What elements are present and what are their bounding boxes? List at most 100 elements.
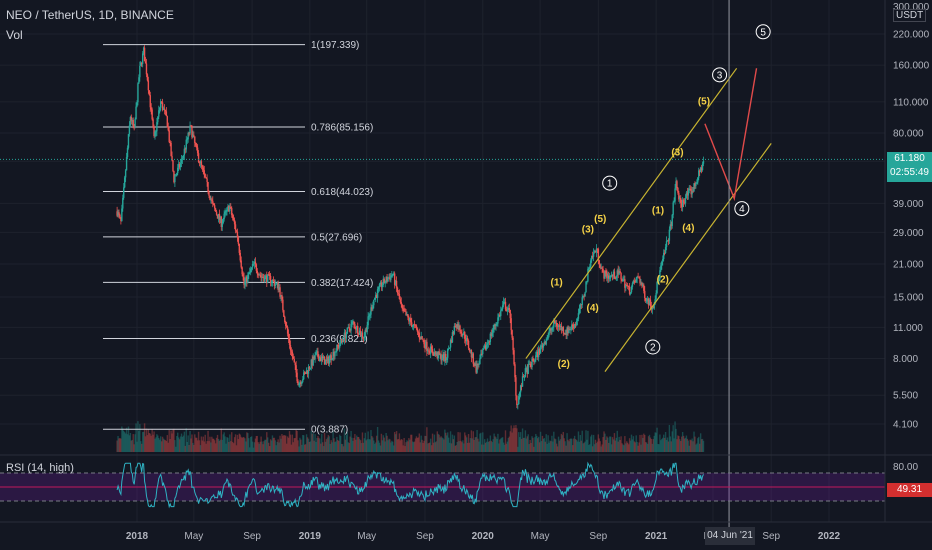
candle-body	[696, 182, 698, 184]
volume-bar	[429, 442, 431, 452]
candle-body	[682, 200, 685, 203]
volume-bar	[511, 432, 513, 452]
volume-bar	[451, 434, 454, 452]
volume-bar	[261, 441, 263, 452]
grid-lines	[0, 0, 885, 522]
volume-bar	[469, 438, 472, 452]
volume-bar	[323, 432, 326, 452]
candle-body	[385, 276, 387, 283]
projection-path	[704, 68, 758, 202]
volume-bar	[651, 443, 654, 452]
candle-body	[686, 192, 689, 196]
candle-body	[166, 116, 169, 128]
volume-bar	[159, 439, 161, 452]
volume-bar	[357, 436, 360, 452]
candle-body	[306, 370, 309, 374]
candle-body	[683, 202, 686, 204]
wave-label: (5)	[698, 96, 710, 107]
volume-bar	[218, 440, 221, 452]
elliott-wave-drawings[interactable]: (1) (2) (3) (4) (5) 1 2 (1) (2) (3) (4) (5) 3 4 5	[525, 0, 772, 527]
candle-body	[608, 275, 610, 279]
candle-body	[160, 101, 163, 103]
candle-body	[202, 167, 205, 171]
candle-body	[178, 163, 181, 168]
candle-body	[183, 148, 186, 156]
candle-body	[346, 327, 348, 334]
candle-body	[440, 353, 442, 361]
candle-body	[375, 295, 378, 298]
candle-body	[452, 332, 455, 334]
volume-bar	[226, 437, 228, 452]
candle-body	[698, 170, 701, 173]
volume-bar	[329, 443, 331, 452]
fibonacci-retracement[interactable]: 1(197.339) 0.786(85.156) 0.618(44.023) 0.5(…	[103, 40, 373, 436]
volume-bar	[265, 439, 267, 452]
candle-body	[214, 208, 217, 212]
candle-body	[701, 163, 704, 171]
candle-body	[238, 243, 241, 253]
volume-bar	[673, 438, 675, 452]
candle-body	[130, 117, 133, 122]
candle-body	[262, 277, 264, 278]
volume-bar	[221, 439, 223, 452]
volume-bar	[189, 430, 191, 452]
volume-bar	[468, 442, 471, 452]
candle-body	[689, 188, 691, 190]
volume-bar	[268, 446, 271, 452]
candle-body	[700, 167, 703, 171]
candle-body	[213, 205, 216, 209]
candle-body	[316, 351, 318, 353]
volume-bar	[552, 441, 554, 452]
volume-bar	[181, 436, 184, 452]
candle-body	[314, 354, 316, 360]
candle-body	[581, 297, 583, 306]
volume-label[interactable]: Vol	[6, 28, 23, 42]
candle-body	[374, 297, 376, 300]
candle-body	[607, 275, 609, 279]
volume-bar	[363, 438, 366, 452]
symbol-title[interactable]: NEO / TetherUS, 1D, BINANCE	[6, 8, 174, 22]
volume-bar	[184, 445, 187, 452]
volume-bar	[608, 442, 610, 452]
volume-bar	[396, 439, 399, 452]
candle-body	[412, 324, 415, 326]
candle-body	[184, 148, 187, 150]
candle-body	[602, 268, 604, 272]
candle-body	[152, 119, 154, 128]
volume-bar	[389, 439, 391, 452]
volume-bar	[412, 442, 415, 452]
volume-bar	[186, 441, 188, 452]
candle-body	[389, 277, 391, 280]
candle-body	[422, 339, 424, 341]
volume-bar	[518, 432, 520, 452]
candle-body	[629, 292, 632, 295]
volume-bar	[610, 444, 613, 452]
candle-body	[251, 263, 254, 268]
rsi-label[interactable]: RSI (14, high)	[6, 462, 74, 474]
currency-unit[interactable]: USDT	[893, 9, 927, 22]
volume-bar	[280, 438, 282, 452]
candle-body	[356, 326, 358, 330]
volume-bar	[213, 438, 215, 452]
candle-body	[511, 330, 513, 338]
volume-bar	[421, 439, 423, 452]
volume-bar	[333, 438, 335, 452]
candle-body	[283, 310, 285, 317]
volume-bar	[155, 437, 157, 452]
volume-bar	[352, 440, 354, 452]
volume-bar	[680, 436, 683, 452]
candle-body	[348, 326, 350, 329]
candle-body	[148, 90, 151, 96]
candle-body	[671, 214, 673, 227]
candle-body	[589, 266, 591, 268]
candle-body	[177, 167, 179, 174]
wave-label: (4)	[587, 303, 599, 314]
volume-bar	[227, 437, 229, 452]
candle-body	[492, 329, 494, 333]
volume-bar	[655, 432, 657, 452]
volume-bar	[353, 437, 355, 452]
candle-body	[410, 318, 412, 323]
y-tick-label: 160.000	[893, 61, 930, 72]
candle-body	[657, 280, 659, 283]
